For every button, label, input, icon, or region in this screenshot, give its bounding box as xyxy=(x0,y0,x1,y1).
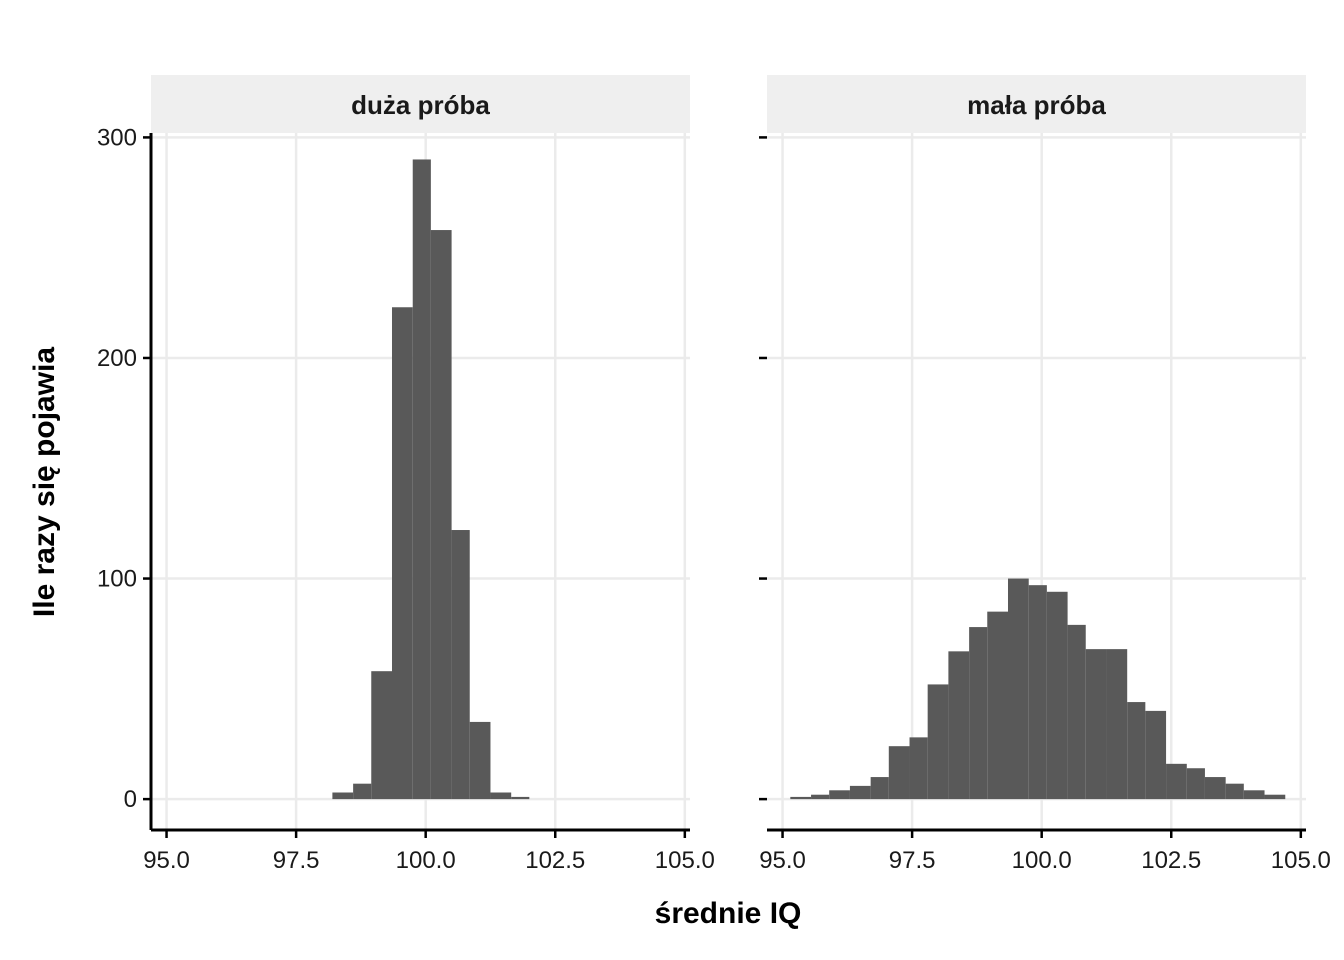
histogram-bar xyxy=(430,230,452,800)
histogram-bar xyxy=(1166,763,1187,800)
x-tick-label: 95.0 xyxy=(143,847,190,874)
histogram-bar xyxy=(511,796,530,800)
histogram-bar xyxy=(1225,783,1244,800)
y-tick-label: 0 xyxy=(124,786,137,813)
histogram-bar xyxy=(490,792,512,800)
histogram-bar xyxy=(371,671,392,800)
facet-panel: mała próba 95.0 97.5 100.0 102.5 105.0 xyxy=(759,75,1331,874)
histogram-bar xyxy=(969,627,988,800)
histogram-bar xyxy=(391,307,413,800)
histogram-bar xyxy=(412,159,431,800)
histogram-bar xyxy=(1264,794,1286,800)
x-tick-label: 100.0 xyxy=(396,847,456,874)
facet-strip-label: mała próba xyxy=(967,90,1106,120)
x-tick-label: 105.0 xyxy=(1271,847,1331,874)
histogram-bar xyxy=(1145,710,1167,800)
histogram-bar xyxy=(1046,591,1068,800)
histogram-bar xyxy=(909,737,928,800)
histogram-bar xyxy=(927,684,949,800)
facet-strip xyxy=(767,75,1306,133)
histogram-bar xyxy=(332,792,354,800)
histogram-bar xyxy=(1007,578,1029,800)
histogram-bar xyxy=(1028,585,1047,800)
histogram-bar xyxy=(353,783,372,800)
x-tick-label: 102.5 xyxy=(525,847,585,874)
x-tick-label: 97.5 xyxy=(273,847,320,874)
facet-panel: duża próba 95.0 97.5 100.0 102.5 105.0 0 100 200… xyxy=(97,75,715,874)
x-tick-label: 95.0 xyxy=(759,847,806,874)
facet-panels: duża próba 95.0 97.5 100.0 102.5 105.0 0 100 200… xyxy=(97,75,1331,874)
y-tick-label: 100 xyxy=(97,566,137,593)
facet-strip-label: duża próba xyxy=(351,90,490,120)
histogram-bar xyxy=(1186,768,1205,800)
histogram-bar xyxy=(811,794,830,800)
x-tick-label: 97.5 xyxy=(889,847,936,874)
histogram-bar xyxy=(829,790,850,800)
x-tick-label: 102.5 xyxy=(1141,847,1201,874)
histogram-bar xyxy=(1106,649,1128,800)
histogram-bar xyxy=(1085,649,1107,800)
y-tick-label: 300 xyxy=(97,124,137,151)
histogram-bar xyxy=(451,530,470,800)
histogram-bar xyxy=(870,777,889,800)
x-axis-title: średnie IQ xyxy=(655,897,802,930)
y-tick-label: 200 xyxy=(97,345,137,372)
histogram-bar xyxy=(1243,790,1265,800)
histogram-bar xyxy=(888,746,910,800)
histogram-bar xyxy=(849,785,871,800)
x-tick-label: 105.0 xyxy=(655,847,715,874)
histogram-bar xyxy=(469,721,491,800)
histogram-bar xyxy=(790,796,812,800)
y-axis-title: Ile razy się pojawia xyxy=(28,347,61,617)
x-tick-label: 100.0 xyxy=(1012,847,1072,874)
histogram-bar xyxy=(1067,624,1086,800)
histogram-bar xyxy=(1127,702,1146,800)
histogram-bar xyxy=(1204,777,1226,800)
histogram-bar xyxy=(948,651,970,800)
facet-strip xyxy=(151,75,690,133)
histogram-bar xyxy=(987,611,1008,800)
